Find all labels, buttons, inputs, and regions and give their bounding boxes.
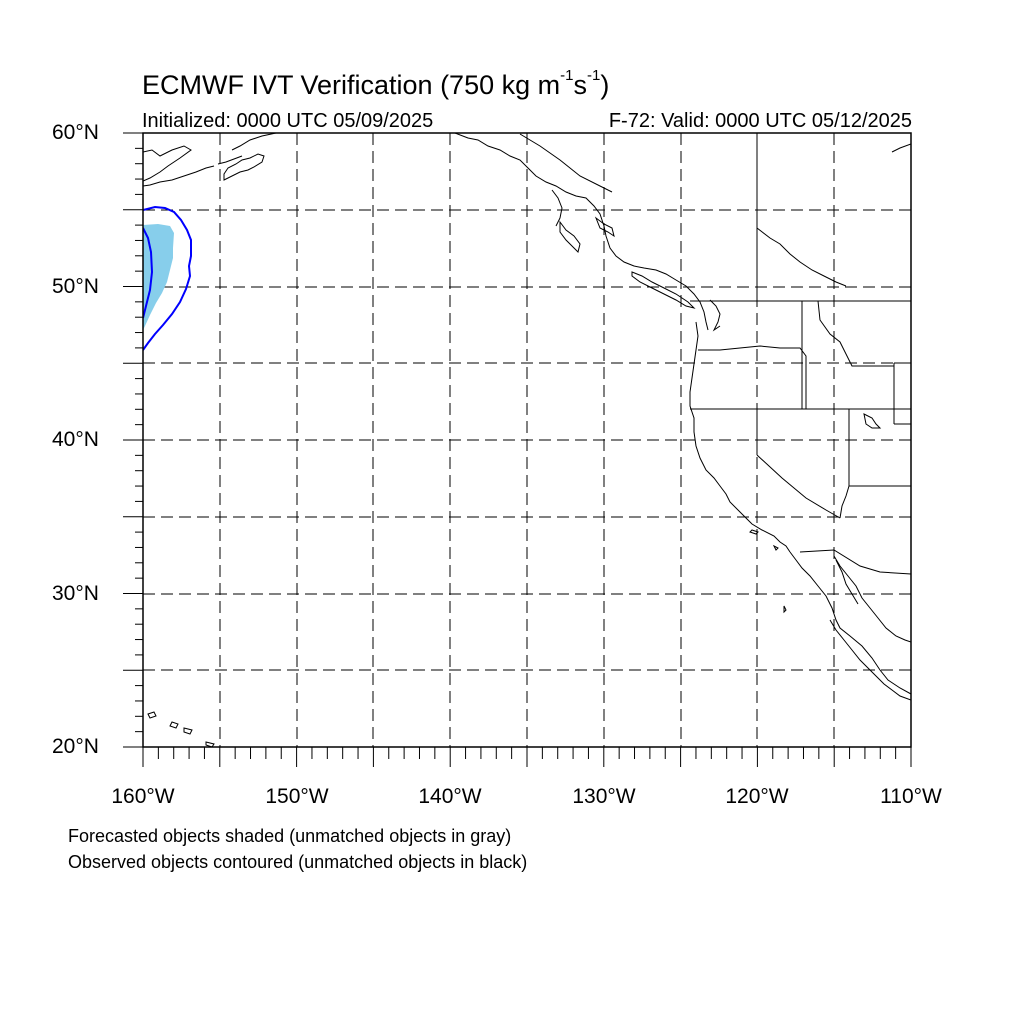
note-forecast: Forecasted objects shaded (unmatched obj… — [68, 826, 512, 846]
note-observed: Observed objects contoured (unmatched ob… — [68, 852, 528, 872]
plot-title: ECMWF IVT Verification (750 kg m-1s-1) — [142, 67, 610, 100]
observed-object-inner-contour — [143, 227, 154, 319]
lat-label-40: 40°N — [52, 428, 99, 451]
lat-label-60: 60°N — [52, 121, 99, 144]
lon-label-140w: 140°W — [418, 785, 482, 808]
coastlines — [143, 133, 911, 747]
lat-label-20: 20°N — [52, 735, 99, 758]
lat-label-50: 50°N — [52, 275, 99, 298]
lat-label-30: 30°N — [52, 582, 99, 605]
initialized-label: Initialized: 0000 UTC 05/09/2025 — [142, 110, 434, 132]
observed-object-contour — [143, 205, 192, 351]
lon-label-110w: 110°W — [880, 785, 942, 808]
lon-label-130w: 130°W — [572, 785, 636, 808]
lon-label-150w: 150°W — [265, 785, 329, 808]
gridlines — [143, 133, 911, 747]
axis-ticks — [123, 132, 912, 767]
political-borders — [690, 133, 911, 575]
lon-label-120w: 120°W — [725, 785, 789, 808]
lon-label-160w: 160°W — [111, 785, 175, 808]
valid-time-label: F-72: Valid: 0000 UTC 05/12/2025 — [608, 110, 912, 132]
